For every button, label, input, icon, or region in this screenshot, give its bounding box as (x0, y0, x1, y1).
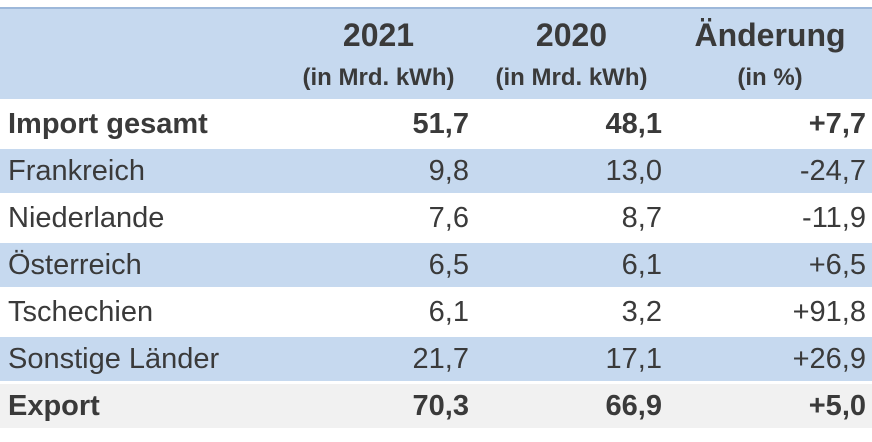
row-label: Österreich (8, 248, 142, 281)
row-label: Niederlande (8, 201, 165, 234)
table-row: Österreich 6,5 6,1 +6,5 (0, 243, 872, 290)
value-change: -11,9 (802, 201, 866, 234)
header-cell-empty (0, 9, 282, 99)
header-cell-aenderung: Änderung (in %) (668, 9, 872, 99)
value-2021: 6,5 (428, 248, 469, 281)
value-2021: 6,1 (428, 295, 469, 328)
header-sublabel: (in Mrd. kWh) (302, 64, 455, 91)
value-2021: 9,8 (428, 154, 469, 187)
table-row: Niederlande 7,6 8,7 -11,9 (0, 196, 872, 243)
header-sublabel: (in Mrd. kWh) (495, 64, 648, 91)
value-change: +91,8 (792, 295, 866, 328)
value-2020: 17,1 (605, 342, 662, 375)
table-row: Tschechien 6,1 3,2 +91,8 (0, 290, 872, 337)
value-2020: 48,1 (605, 107, 662, 140)
value-change: +7,7 (808, 107, 866, 140)
value-2021: 21,7 (412, 342, 469, 375)
value-2020: 13,0 (605, 154, 662, 187)
value-2021: 51,7 (412, 107, 469, 140)
import-export-table: 2021 (in Mrd. kWh) 2020 (in Mrd. kWh) Än… (0, 7, 872, 431)
value-change: +6,5 (808, 248, 866, 281)
value-change: -24,7 (799, 154, 866, 187)
header-cell-2020: 2020 (in Mrd. kWh) (475, 9, 668, 99)
value-2021: 70,3 (412, 389, 469, 422)
value-2021: 7,6 (428, 201, 469, 234)
table-row: Export 70,3 66,9 +5,0 (0, 384, 872, 431)
row-label: Frankreich (8, 154, 145, 187)
value-2020: 8,7 (621, 201, 662, 234)
table-body: Import gesamt 51,7 48,1 +7,7 Frankreich … (0, 102, 872, 431)
value-change: +26,9 (792, 342, 866, 375)
header-label: 2020 (535, 17, 608, 53)
row-label: Export (8, 389, 100, 422)
row-label: Import gesamt (8, 107, 208, 140)
header-label: 2021 (342, 17, 415, 53)
header-sublabel: (in %) (737, 64, 803, 91)
value-2020: 3,2 (621, 295, 662, 328)
value-change: +5,0 (808, 389, 866, 422)
table-row: Sonstige Länder 21,7 17,1 +26,9 (0, 337, 872, 384)
table-row: Frankreich 9,8 13,0 -24,7 (0, 149, 872, 196)
table-row: Import gesamt 51,7 48,1 +7,7 (0, 102, 872, 149)
row-label: Tschechien (8, 295, 154, 328)
value-2020: 66,9 (605, 389, 662, 422)
header-cell-2021: 2021 (in Mrd. kWh) (282, 9, 475, 99)
value-2020: 6,1 (621, 248, 662, 281)
table-header: 2021 (in Mrd. kWh) 2020 (in Mrd. kWh) Än… (0, 7, 872, 102)
row-label: Sonstige Länder (8, 342, 220, 375)
header-label: Änderung (694, 17, 846, 53)
